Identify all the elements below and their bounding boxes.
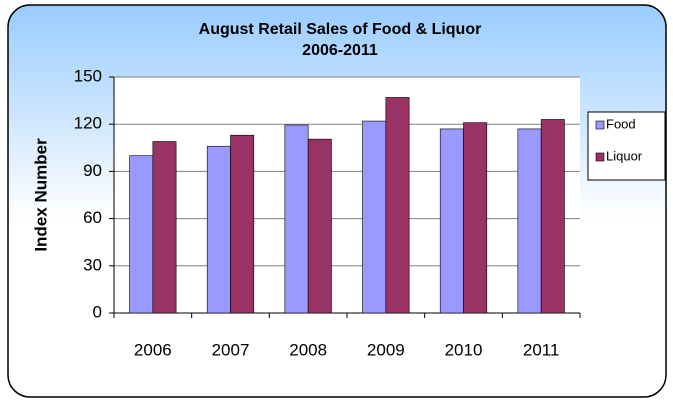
y-axis-label: Index Number xyxy=(31,138,50,252)
legend-label: Liquor xyxy=(606,148,643,163)
chart-title: August Retail Sales of Food & Liquor xyxy=(199,21,482,38)
bar xyxy=(206,145,231,314)
bar xyxy=(307,138,332,314)
legend-swatch xyxy=(595,152,605,162)
x-tick-label: 2006 xyxy=(134,340,172,359)
y-tick-label: 0 xyxy=(93,302,102,321)
x-tick-label: 2010 xyxy=(445,340,483,359)
bar xyxy=(517,128,542,314)
bar xyxy=(230,134,255,314)
x-tick-label: 2007 xyxy=(212,340,250,359)
legend-label: Food xyxy=(606,116,636,131)
bar xyxy=(540,119,565,314)
bar xyxy=(439,128,464,314)
bar xyxy=(129,155,154,314)
bar xyxy=(362,120,387,314)
x-tick-label: 2009 xyxy=(367,340,405,359)
x-tick-label: 2008 xyxy=(289,340,327,359)
y-tick-label: 150 xyxy=(74,66,102,85)
y-tick-label: 120 xyxy=(74,114,102,133)
legend-swatch xyxy=(595,120,605,130)
bar xyxy=(152,141,177,314)
chart-subtitle: 2006-2011 xyxy=(302,42,378,59)
y-tick-label: 30 xyxy=(83,255,102,274)
bar xyxy=(463,122,488,314)
bar xyxy=(385,97,410,314)
bar xyxy=(284,124,309,314)
x-tick-label: 2011 xyxy=(523,340,560,359)
y-tick-label: 60 xyxy=(83,208,102,227)
y-tick-label: 90 xyxy=(83,161,102,180)
plot-area xyxy=(114,77,580,313)
